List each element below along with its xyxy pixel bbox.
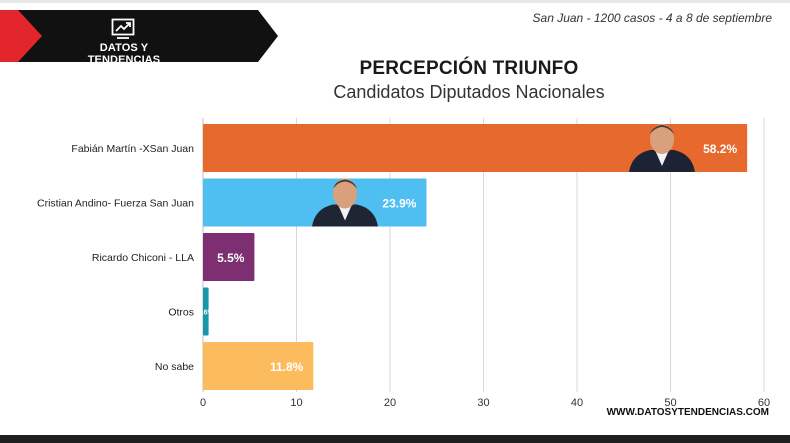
candidate-photo-icon [629, 124, 695, 172]
x-tick-label: 20 [384, 397, 396, 409]
value-label: 58.2% [703, 142, 737, 156]
top-rule [0, 0, 790, 3]
bar [203, 233, 255, 281]
bottom-bar [0, 435, 790, 443]
chart-subtitle: Candidatos Diputados Nacionales [333, 82, 605, 102]
category-label: Otros [168, 307, 194, 319]
value-label: 5.5% [217, 251, 245, 265]
category-label: No sabe [155, 361, 194, 373]
trend-chart-icon [111, 18, 135, 40]
category-label: Ricardo Chiconi - LLA [92, 252, 194, 264]
x-tick-label: 0 [200, 397, 206, 409]
chart-title: PERCEPCIÓN TRIUNFO [359, 58, 579, 79]
survey-info: San Juan - 1200 casos - 4 a 8 de septiem… [532, 11, 772, 25]
brand-name: DATOS Y TENDENCIAS [87, 42, 161, 66]
candidate-photo-icon [312, 178, 378, 227]
bar [203, 124, 748, 172]
bar [203, 342, 314, 390]
value-label: 11.8% [270, 360, 304, 374]
value-label: 0.6% [198, 310, 215, 317]
x-tick-label: 50 [664, 397, 676, 409]
category-label: Fabián Martín -XSan Juan [71, 143, 194, 155]
x-tick-label: 30 [477, 397, 489, 409]
bar [203, 287, 209, 336]
category-label: Cristian Andino- Fuerza San Juan [37, 198, 194, 210]
x-tick-label: 60 [758, 397, 770, 409]
source-url: WWW.DATOSYTENDENCIAS.COM [606, 407, 769, 418]
brand-banner-shape [0, 10, 278, 62]
x-tick-label: 40 [571, 397, 583, 409]
x-tick-label: 10 [290, 397, 302, 409]
value-label: 23.9% [382, 197, 416, 211]
brand-banner: DATOS Y TENDENCIAS [0, 10, 280, 66]
